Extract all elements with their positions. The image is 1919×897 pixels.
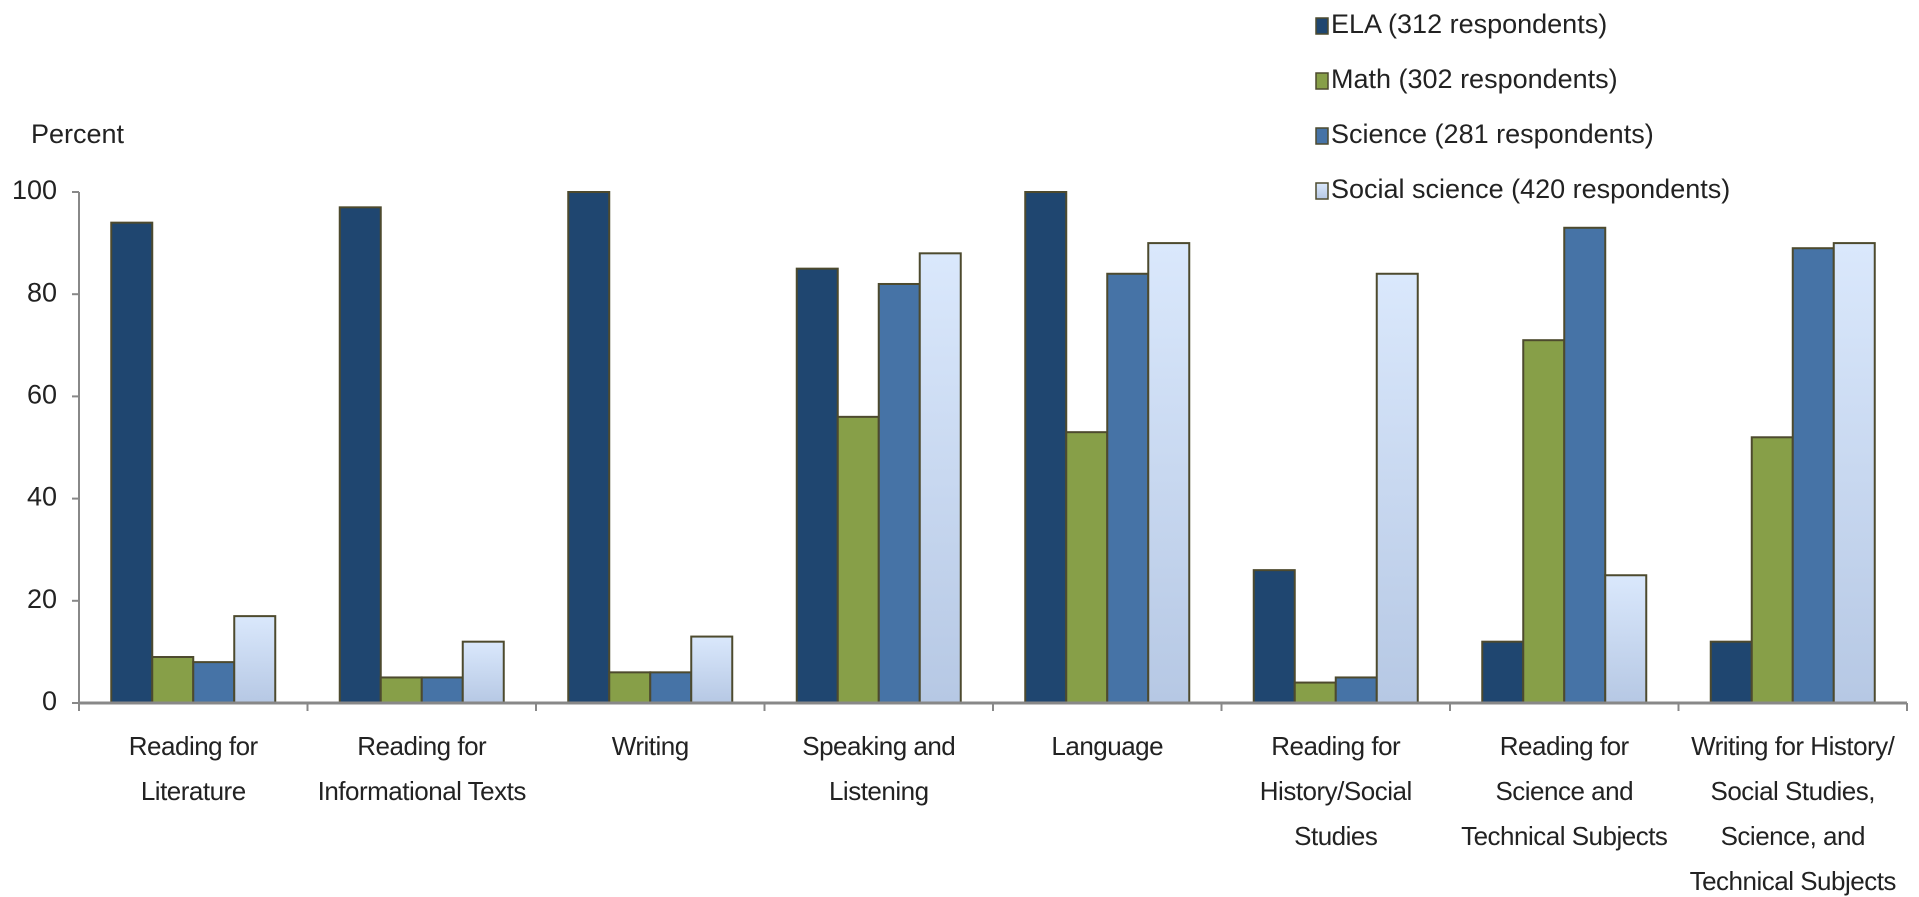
x-tick-label: Reading for History/Social Studies xyxy=(1259,731,1412,851)
x-tick-label: Speaking and Listening xyxy=(802,731,956,806)
bar xyxy=(1252,569,1296,705)
bar xyxy=(379,676,423,705)
bar xyxy=(608,671,652,705)
bar xyxy=(795,267,839,704)
y-tick-label: 0 xyxy=(42,686,57,716)
legend-swatch xyxy=(1315,127,1329,145)
y-tick-label: 20 xyxy=(27,584,57,614)
bar xyxy=(1147,242,1191,704)
x-tick-label: Reading for Science and Technical Subjec… xyxy=(1461,731,1668,851)
bar xyxy=(567,191,611,704)
legend-label: ELA (312 respondents) xyxy=(1331,9,1607,39)
bar xyxy=(836,415,880,704)
bar xyxy=(1563,226,1607,705)
bar xyxy=(192,661,236,704)
bar xyxy=(1750,436,1794,704)
x-tick-label: Reading for Literature xyxy=(128,731,258,806)
bar xyxy=(1604,574,1648,704)
y-tick-label: 80 xyxy=(27,277,57,307)
x-tick-label: Writing xyxy=(611,731,689,761)
bar xyxy=(338,206,382,705)
bar xyxy=(1334,676,1378,705)
bar xyxy=(918,252,962,704)
y-tick-label: 100 xyxy=(12,175,57,205)
legend-swatch xyxy=(1315,182,1329,200)
x-tick-label: Language xyxy=(1051,731,1164,761)
bar xyxy=(1375,272,1419,704)
bar xyxy=(1481,640,1525,704)
bar xyxy=(690,635,734,705)
x-tick-label: Reading for Informational Texts xyxy=(317,731,527,806)
y-tick-label: 60 xyxy=(27,380,57,410)
y-axis-label: Percent xyxy=(31,119,125,149)
legend-label: Social science (420 respondents) xyxy=(1331,174,1730,204)
legend-label: Science (281 respondents) xyxy=(1331,119,1654,149)
bar xyxy=(877,282,921,704)
legend-swatch xyxy=(1315,17,1329,35)
bar xyxy=(1065,431,1109,704)
bar xyxy=(1832,242,1876,704)
bar xyxy=(1709,640,1753,704)
bar xyxy=(1106,272,1150,704)
legend-swatch xyxy=(1315,72,1329,90)
legend-label: Math (302 respondents) xyxy=(1331,64,1618,94)
bar xyxy=(110,221,154,704)
bar xyxy=(461,640,505,704)
bar xyxy=(1293,681,1337,704)
bar xyxy=(151,656,195,705)
bar xyxy=(1024,191,1068,704)
x-tick-label: Writing for History/ Social Studies, Sci… xyxy=(1689,731,1897,896)
bar xyxy=(1791,247,1835,705)
bar xyxy=(233,615,277,705)
y-tick-label: 40 xyxy=(27,482,57,512)
bar xyxy=(649,671,693,705)
bar xyxy=(1522,339,1566,704)
bar xyxy=(420,676,464,705)
